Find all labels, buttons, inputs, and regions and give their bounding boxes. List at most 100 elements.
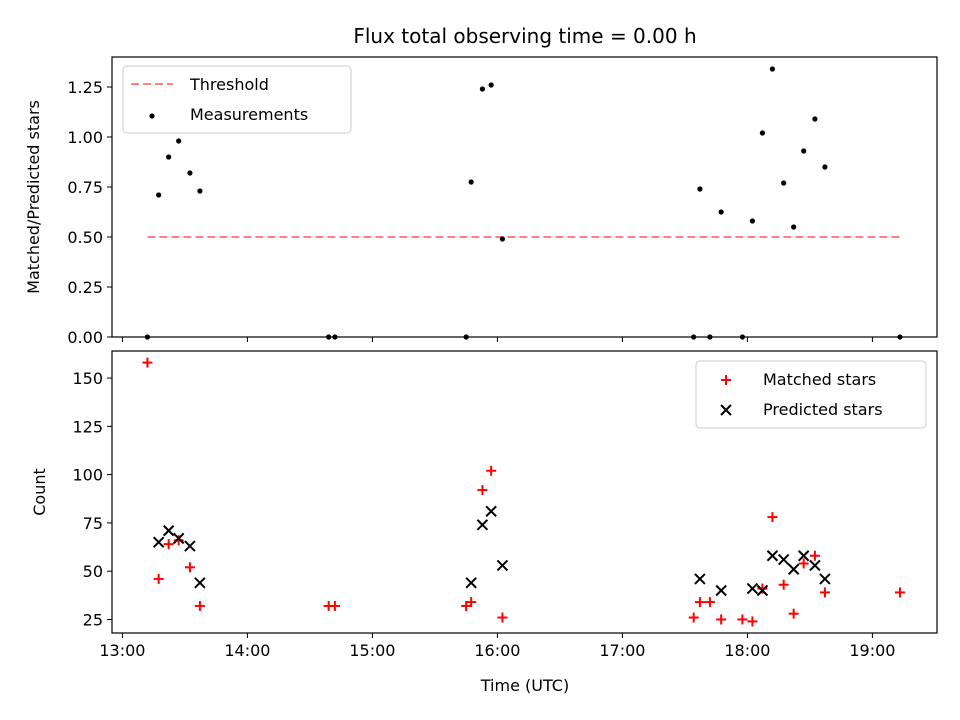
predicted-star-point xyxy=(162,524,175,537)
legend-threshold-label: Threshold xyxy=(189,75,269,94)
matched-star-point xyxy=(163,539,174,550)
x-tick-label: 19:00 xyxy=(849,641,895,660)
matched-star-point xyxy=(798,558,809,569)
measurement-point xyxy=(812,116,818,122)
x-tick-label: 17:00 xyxy=(599,641,645,660)
legend-predicted-label: Predicted stars xyxy=(763,400,883,419)
matched-star-point xyxy=(747,616,758,627)
bottom-x-axis: 13:00 14:00 15:00 16:00 17:00 18:00 19:00 xyxy=(99,633,895,660)
predicted-star-point xyxy=(496,559,509,572)
legend-predicted-swatch xyxy=(720,404,732,416)
predicted-star-point xyxy=(819,573,831,585)
top-axes-frame xyxy=(111,56,938,338)
bottom-plot-area xyxy=(142,357,905,627)
predicted-star-point xyxy=(766,550,779,562)
matched-star-point xyxy=(688,612,699,623)
bottom-y-tick-label: 150 xyxy=(72,369,103,388)
legend-matched-marker xyxy=(721,375,731,385)
bottom-axes-frame xyxy=(111,350,938,634)
measurement-point xyxy=(156,192,162,198)
measurement-point xyxy=(197,188,203,194)
matched-star-point xyxy=(466,597,477,608)
top-y-tick-label: 0.50 xyxy=(67,228,103,247)
measurement-point xyxy=(499,236,506,242)
top-panel: 0.00 0.25 0.50 0.75 1.00 1.25 Matched/Predict… xyxy=(24,56,938,347)
x-tick-label: 14:00 xyxy=(224,641,270,660)
top-y-tick-label: 0.00 xyxy=(67,328,103,347)
measurement-point xyxy=(187,170,193,176)
matched-star-point xyxy=(778,579,789,590)
matched-star-point xyxy=(329,600,340,611)
bottom-y-tick-label: 125 xyxy=(72,417,103,436)
top-y-tick-label: 1.00 xyxy=(67,128,103,147)
predicted-star-point xyxy=(809,559,821,572)
x-tick-label: 18:00 xyxy=(724,641,770,660)
measurement-point xyxy=(801,148,807,154)
bottom-legend-box xyxy=(695,360,927,429)
measurement-point xyxy=(718,209,724,215)
measurement-point xyxy=(822,164,828,170)
chart-title: Flux total observing time = 0.00 h xyxy=(353,24,696,48)
top-legend-box xyxy=(122,65,352,134)
matched-star-point xyxy=(142,357,153,368)
top-y-axis: 0.00 0.25 0.50 0.75 1.00 1.25 xyxy=(67,78,112,347)
top-y-tick-label: 0.75 xyxy=(67,178,103,197)
matched-star-point xyxy=(788,608,799,619)
matched-star-point xyxy=(477,485,488,496)
x-axis-label: Time (UTC) xyxy=(480,676,569,695)
top-y-tick-label: 0.25 xyxy=(67,278,103,297)
bottom-y-tick-label: 75 xyxy=(83,514,103,533)
bottom-panel: 25 50 75 100 125 150 13:00 14:00 15:00 16:00 17:0… xyxy=(30,350,938,695)
predicted-star-point xyxy=(152,536,165,548)
x-tick-label: 16:00 xyxy=(474,641,520,660)
x-tick-label: 15:00 xyxy=(349,641,395,660)
bottom-y-tick-label: 100 xyxy=(72,466,103,485)
bottom-y-tick-label: 50 xyxy=(83,562,103,581)
matched-star-point xyxy=(737,614,748,625)
measurement-point xyxy=(468,179,474,185)
predicted-star-point xyxy=(465,577,477,589)
matched-star-point xyxy=(809,550,820,561)
measurement-point xyxy=(791,224,797,230)
predicted-star-point xyxy=(172,532,185,545)
predicted-star-point xyxy=(476,519,489,531)
measurement-point xyxy=(749,218,756,224)
top-plot-area xyxy=(144,66,903,340)
matched-star-point xyxy=(704,597,715,608)
legend-measurements-swatch xyxy=(149,113,155,119)
predicted-star-point xyxy=(715,584,727,597)
measurement-point xyxy=(759,130,766,136)
predicted-star-point xyxy=(797,550,810,562)
predicted-star-point xyxy=(777,553,790,566)
matched-star-point xyxy=(153,573,164,584)
matched-star-point xyxy=(486,465,497,476)
legend-matched-swatch xyxy=(721,375,731,385)
bottom-y-tick-label: 25 xyxy=(83,610,103,629)
top-x-axis xyxy=(121,337,873,342)
predicted-star-point xyxy=(694,573,706,585)
measurement-point xyxy=(166,154,172,160)
bottom-y-axis: 25 50 75 100 125 150 xyxy=(72,369,112,629)
top-y-axis-label: Matched/Predicted stars xyxy=(24,100,43,294)
matched-star-point xyxy=(767,512,778,523)
measurement-point xyxy=(769,66,776,72)
matched-star-point xyxy=(819,587,830,598)
bottom-legend: Matched stars Predicted stars xyxy=(695,360,927,429)
predicted-star-point xyxy=(194,577,206,589)
matched-star-point xyxy=(694,597,705,608)
matched-star-point xyxy=(716,614,727,625)
legend-predicted-marker xyxy=(720,404,732,416)
measurement-point xyxy=(697,186,703,192)
top-y-tick-label: 1.25 xyxy=(67,78,103,97)
measurement-point xyxy=(781,180,787,186)
measurement-point xyxy=(479,86,486,92)
predicted-star-point xyxy=(746,582,759,595)
bottom-y-axis-label: Count xyxy=(30,468,49,516)
top-legend: Threshold Measurements xyxy=(122,65,352,134)
measurement-point xyxy=(176,138,182,144)
x-tick-label: 13:00 xyxy=(99,641,145,660)
measurement-point xyxy=(488,82,494,88)
legend-matched-label: Matched stars xyxy=(763,370,876,389)
predicted-star-point xyxy=(485,505,497,518)
